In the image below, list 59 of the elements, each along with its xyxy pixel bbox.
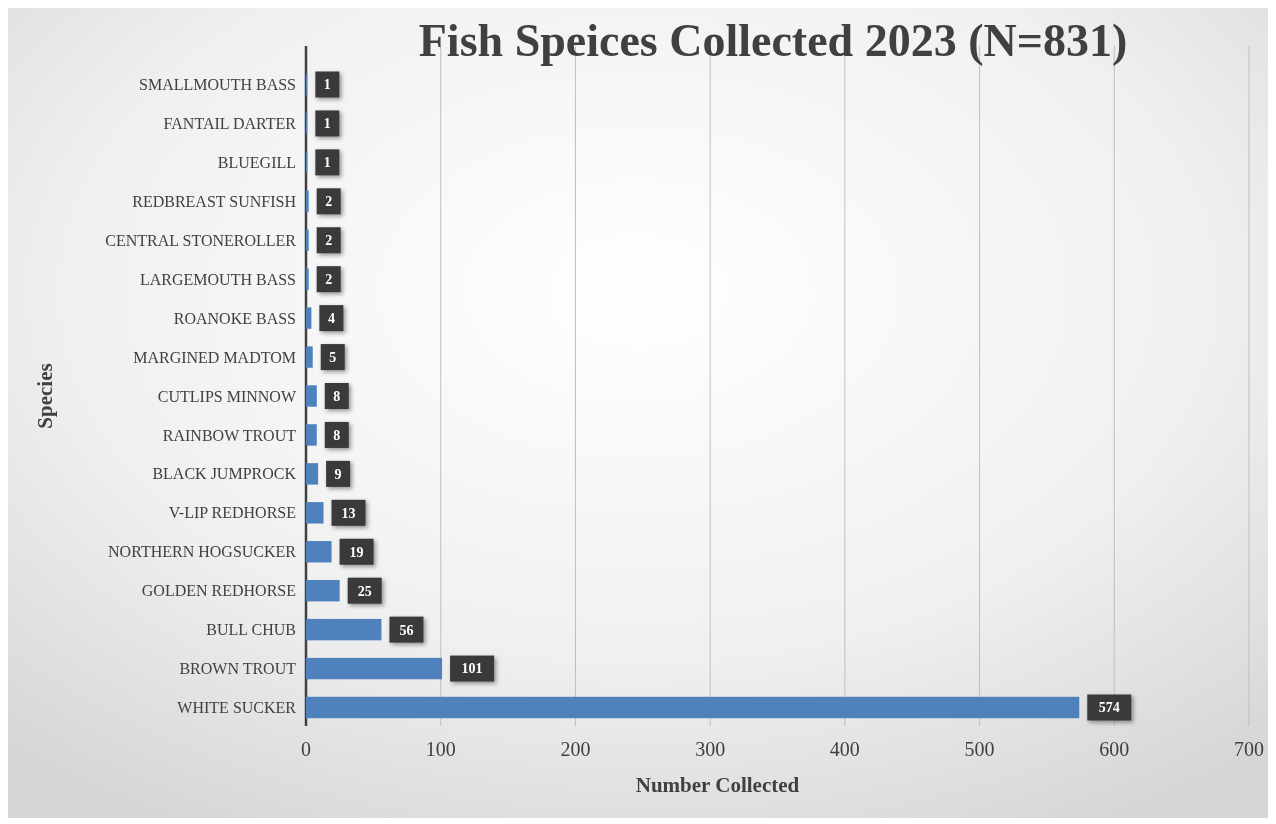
y-tick-label: REDBREAST SUNFISH — [132, 192, 297, 210]
data-label: 574 — [1098, 700, 1120, 716]
y-tick-label: WHITE SUCKER — [177, 699, 297, 717]
data-label: 4 — [327, 311, 335, 327]
x-tick-label: 100 — [425, 738, 456, 760]
bar — [306, 229, 309, 251]
x-tick-label: 400 — [829, 738, 860, 760]
bar — [306, 618, 382, 641]
x-tick-label: 0 — [301, 738, 311, 760]
bar — [306, 190, 309, 213]
data-label: 1 — [323, 116, 331, 132]
y-tick-label: BLUEGILL — [217, 153, 296, 171]
data-label: 8 — [333, 427, 341, 443]
data-label: 2 — [325, 272, 333, 288]
bar — [306, 346, 313, 368]
data-label: 56 — [399, 622, 414, 638]
bar — [306, 502, 324, 524]
bar — [306, 696, 1080, 719]
y-tick-label: NORTHERN HOGSUCKER — [108, 543, 297, 561]
y-tick-label: CENTRAL STONEROLLER — [105, 231, 297, 249]
y-tick-label: V-LIP REDHORSE — [168, 504, 296, 522]
data-label: 25 — [357, 583, 372, 599]
y-tick-label: BROWN TROUT — [179, 660, 297, 678]
x-tick-label: 200 — [560, 738, 591, 760]
bar — [306, 424, 317, 446]
data-label: 2 — [325, 233, 333, 249]
x-tick-label: 500 — [964, 738, 995, 760]
y-axis-title: Species — [33, 363, 57, 429]
y-tick-label: FANTAIL DARTER — [163, 115, 297, 133]
data-label: 101 — [461, 661, 483, 677]
y-tick-label: RAINBOW TROUT — [162, 426, 297, 444]
bar — [306, 385, 317, 407]
x-tick-label: 600 — [1099, 738, 1130, 760]
bar — [306, 463, 319, 485]
y-tick-label: GOLDEN REDHORSE — [141, 582, 296, 600]
y-tick-label: BLACK JUMPROCK — [152, 465, 297, 483]
x-tick-label: 700 — [1234, 738, 1264, 760]
y-tick-label: SMALLMOUTH BASS — [139, 76, 296, 94]
y-tick-label: ROANOKE BASS — [173, 309, 296, 327]
y-tick-label: MARGINED MADTOM — [133, 348, 296, 366]
y-tick-label: LARGEMOUTH BASS — [139, 270, 296, 288]
bar — [306, 657, 443, 680]
data-label: 8 — [333, 388, 341, 404]
chart-title: Fish Speices Collected 2023 (N=831) — [418, 15, 1128, 66]
y-tick-label: BULL CHUB — [206, 621, 296, 639]
y-tick-label: CUTLIPS MINNOW — [157, 387, 297, 405]
bar — [306, 268, 309, 290]
data-label: 2 — [325, 194, 333, 210]
data-label: 13 — [341, 505, 356, 521]
bar — [306, 307, 312, 329]
x-axis-title: Number Collected — [635, 773, 800, 797]
data-label: 1 — [323, 155, 331, 171]
data-label: 9 — [334, 466, 342, 482]
bar — [306, 541, 332, 563]
data-label: 1 — [323, 77, 331, 93]
x-tick-label: 300 — [695, 738, 726, 760]
data-label: 19 — [349, 544, 364, 560]
data-label: 5 — [329, 349, 337, 365]
bar — [306, 579, 340, 602]
